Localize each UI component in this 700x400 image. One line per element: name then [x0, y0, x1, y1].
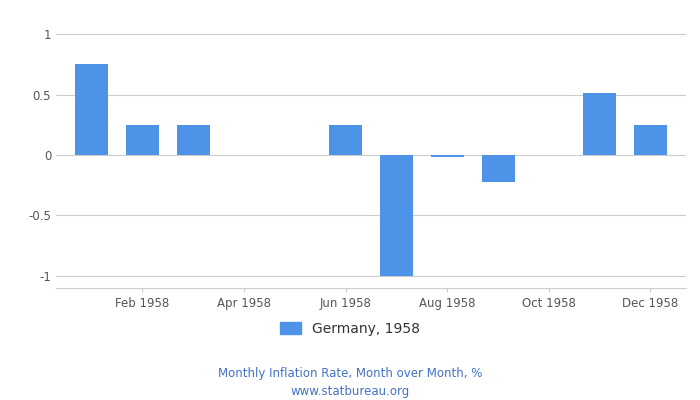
Text: Monthly Inflation Rate, Month over Month, %: Monthly Inflation Rate, Month over Month… [218, 368, 482, 380]
Legend: Germany, 1958: Germany, 1958 [274, 316, 426, 341]
Bar [634, 125, 667, 155]
Text: www.statbureau.org: www.statbureau.org [290, 386, 410, 398]
Bar [380, 155, 413, 276]
Bar [176, 125, 210, 155]
Bar [329, 125, 362, 155]
Bar [75, 64, 108, 155]
Bar [430, 155, 463, 157]
Bar [583, 93, 616, 155]
Bar [482, 155, 514, 182]
Bar [126, 125, 159, 155]
